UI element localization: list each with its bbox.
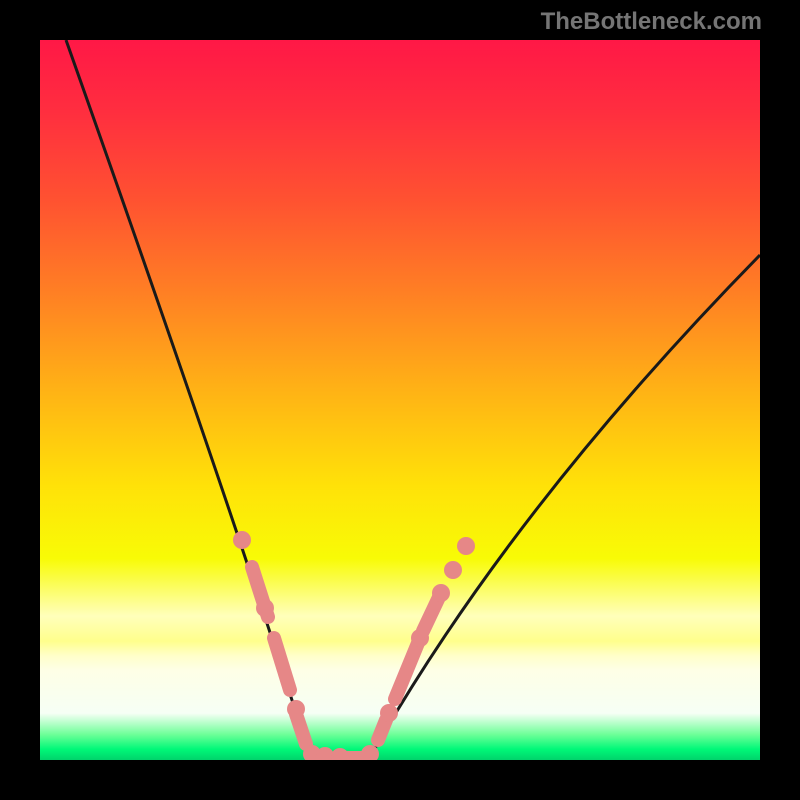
- watermark-text: TheBottleneck.com: [541, 8, 762, 36]
- plot-area: [40, 40, 760, 760]
- plot-svg: [40, 40, 760, 760]
- curve-marker-dot: [233, 531, 251, 549]
- curve-marker-dot: [457, 537, 475, 555]
- curve-marker-bar: [296, 714, 306, 744]
- gradient-background: [40, 40, 760, 760]
- curve-marker-dot: [432, 584, 450, 602]
- curve-marker-dot: [380, 704, 398, 722]
- chart-stage: TheBottleneck.com: [0, 0, 800, 800]
- curve-marker-dot: [444, 561, 462, 579]
- curve-marker-dot: [256, 599, 274, 617]
- curve-marker-bar: [378, 720, 386, 740]
